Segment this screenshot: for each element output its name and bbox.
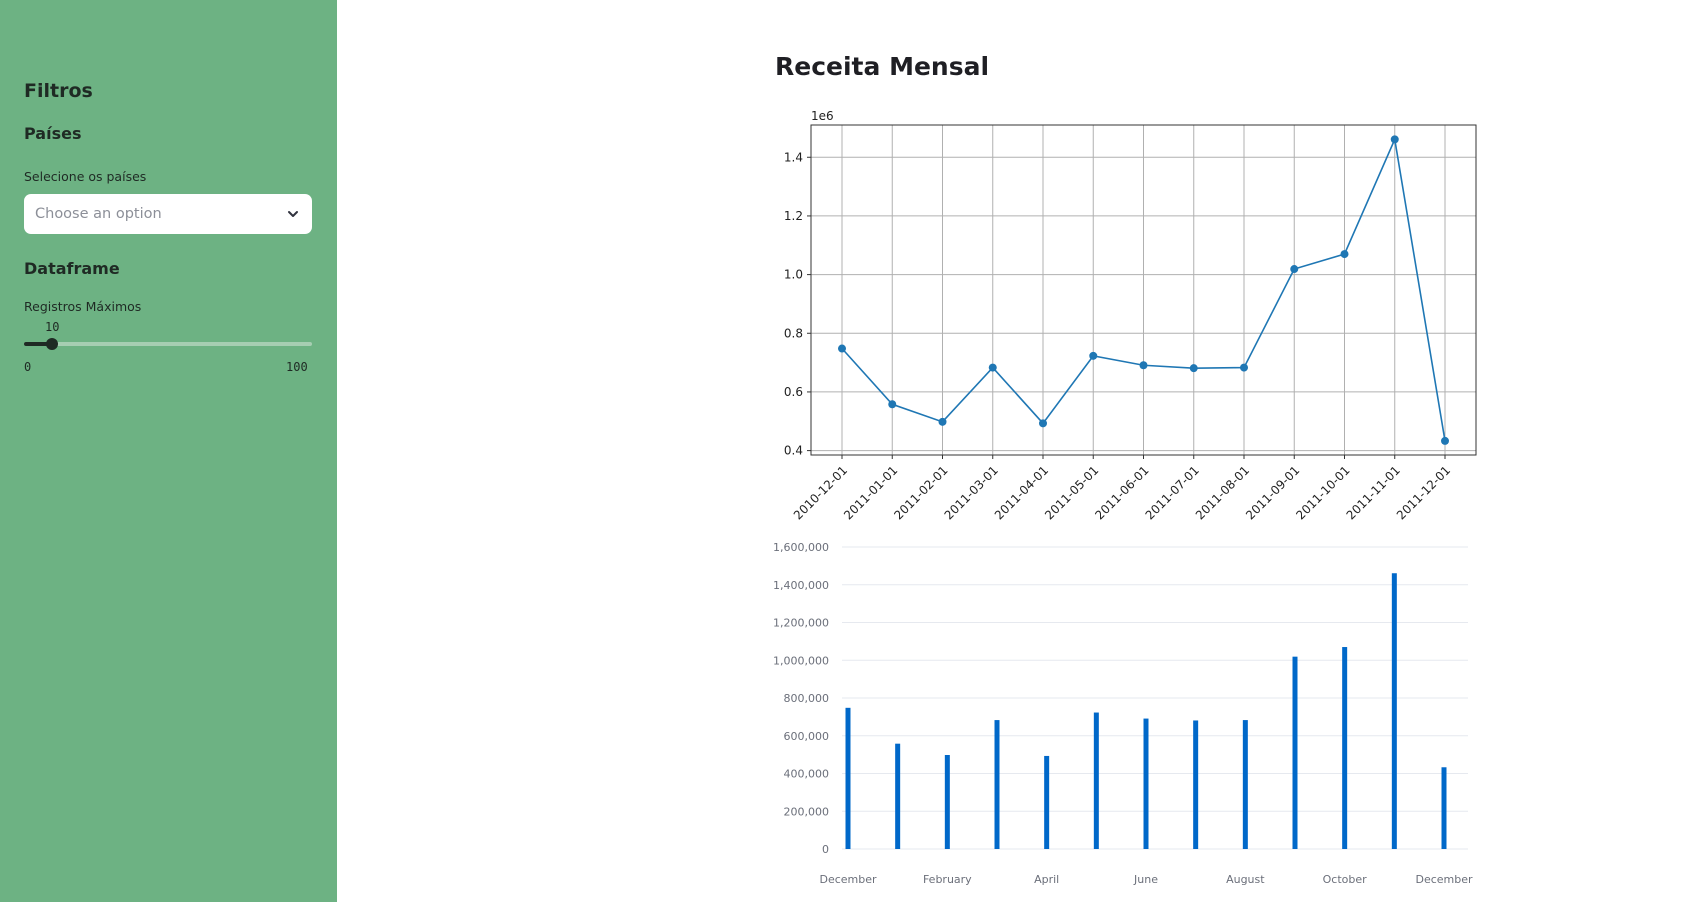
slider-min-label: 0	[24, 360, 32, 374]
bar-x-tick-label: April	[1034, 873, 1059, 885]
line-y-tick-label: 1.2	[784, 209, 803, 223]
bar-y-tick-label: 400,000	[784, 768, 830, 781]
line-y-tick-label: 1.0	[784, 268, 803, 282]
bar-x-tick-label: August	[1226, 873, 1265, 885]
line-y-tick-label: 0.8	[784, 326, 803, 340]
line-data-point	[1340, 250, 1349, 259]
slider-max-label: 100	[286, 360, 308, 374]
bar-y-tick-label: 1,600,000	[773, 541, 829, 554]
line-data-point	[1089, 351, 1098, 360]
sidebar-title: Filtros	[24, 80, 93, 102]
max-records-slider-fill	[24, 342, 52, 346]
countries-section-heading: Países	[24, 124, 82, 143]
line-x-tick-label: 2011-12-01	[1394, 463, 1453, 522]
countries-label: Selecione os países	[24, 169, 147, 184]
slider-current-value: 10	[45, 320, 60, 334]
line-y-tick-label: 0.6	[784, 385, 803, 399]
bar-y-tick-label: 1,000,000	[773, 654, 829, 667]
line-data-point	[938, 417, 947, 426]
monthly-revenue-bar-chart: 0 200,000 400,000 600,000 800,000 1,000,000 1,…	[773, 541, 1473, 885]
line-data-point	[888, 400, 897, 409]
line-data-point	[1039, 419, 1047, 428]
bar	[1093, 712, 1099, 849]
bar	[1044, 755, 1050, 849]
bar-y-tick-label: 600,000	[784, 730, 830, 743]
bar-x-tick-label: December	[819, 873, 877, 885]
line-data-point	[1189, 364, 1198, 373]
max-records-label: Registros Máximos	[24, 299, 142, 314]
bar	[1292, 656, 1298, 849]
bar	[1441, 767, 1447, 849]
max-records-slider-thumb[interactable]	[46, 338, 58, 350]
bar-x-tick-label: October	[1323, 873, 1367, 885]
bar	[1143, 718, 1149, 849]
bar-y-tick-label: 1,400,000	[773, 579, 829, 592]
countries-select-placeholder: Choose an option	[35, 206, 162, 222]
monthly-revenue-line-chart: 0.40.60.81.01.21.41e62010-12-012011-01-0…	[784, 109, 1477, 522]
line-data-point	[1441, 436, 1449, 445]
line-y-tick-label: 0.4	[784, 444, 803, 458]
dataframe-section-heading: Dataframe	[24, 259, 120, 278]
line-data-point	[1290, 265, 1299, 274]
line-data-point	[988, 363, 997, 372]
bar-y-tick-label: 0	[822, 843, 829, 856]
page-title: Receita Mensal	[775, 52, 990, 81]
bar-x-tick-label: December	[1415, 873, 1473, 885]
bar	[994, 720, 1000, 849]
sidebar: Filtros Países Selecione os países Choos…	[0, 0, 337, 902]
bar	[845, 707, 851, 849]
line-data-point	[1390, 135, 1399, 144]
countries-select[interactable]: Choose an option	[24, 194, 312, 234]
line-data-point	[838, 344, 846, 353]
bar	[944, 755, 950, 849]
bar	[1391, 573, 1397, 849]
max-records-slider-track[interactable]	[24, 342, 312, 346]
line-y-offset-label: 1e6	[811, 109, 834, 123]
bar	[895, 743, 901, 849]
line-data-point	[1139, 361, 1148, 370]
bar	[1193, 720, 1199, 849]
bar	[1342, 647, 1348, 849]
line-y-tick-label: 1.4	[784, 150, 803, 164]
bar	[1242, 720, 1248, 849]
chevron-down-icon[interactable]	[286, 207, 300, 221]
bar-x-tick-label: June	[1133, 873, 1158, 885]
line-data-point	[1240, 363, 1248, 372]
bar-y-tick-label: 200,000	[784, 805, 830, 818]
bar-y-tick-label: 800,000	[784, 692, 830, 705]
bar-x-tick-label: February	[923, 873, 972, 885]
bar-y-tick-label: 1,200,000	[773, 617, 829, 630]
